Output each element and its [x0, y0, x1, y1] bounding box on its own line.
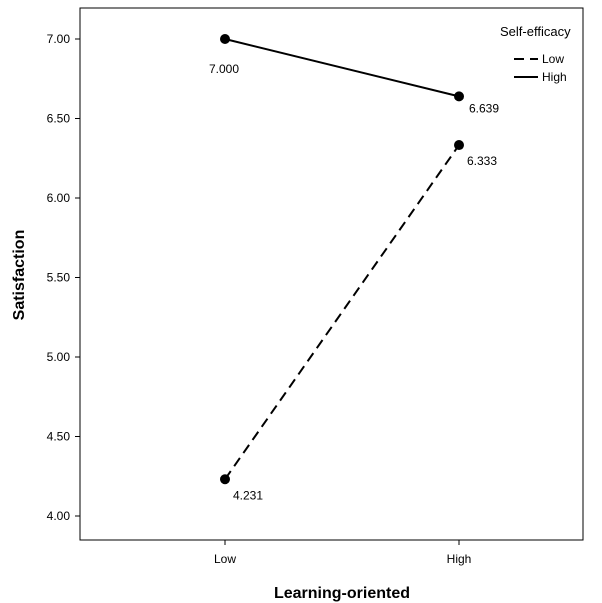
x-axis: Low High	[214, 540, 471, 566]
y-tick-label: 5.00	[47, 350, 71, 364]
data-label-high: 6.639	[469, 101, 499, 115]
y-tick-label: 6.00	[47, 191, 71, 205]
y-tick-label: 5.50	[47, 271, 71, 285]
plot-area	[79, 7, 584, 541]
y-axis: 4.00 4.50 5.00 5.50 6.00 6.50 7.00	[47, 32, 80, 523]
data-point-low	[220, 474, 230, 485]
legend-label-high: High	[542, 70, 567, 84]
y-axis-title: Satisfaction	[11, 230, 28, 321]
x-tick-label: Low	[214, 552, 236, 566]
series-line-high	[224, 38, 460, 98]
data-point-high	[220, 34, 230, 44]
y-tick-label: 7.00	[47, 32, 71, 46]
legend-title: Self-efficacy	[500, 24, 571, 39]
y-tick-label: 6.50	[47, 112, 71, 126]
x-tick-label: High	[447, 552, 472, 566]
data-label-low: 4.231	[233, 488, 263, 502]
y-tick-label: 4.00	[47, 509, 71, 523]
data-label-high: 7.000	[209, 62, 239, 76]
legend: Self-efficacy Low High	[500, 24, 571, 84]
data-label-low: 6.333	[467, 154, 497, 168]
series-line-low	[224, 144, 460, 480]
data-point-low	[454, 140, 464, 151]
y-tick-label: 4.50	[47, 430, 71, 444]
legend-label-low: Low	[542, 52, 564, 66]
data-point-high	[454, 91, 464, 102]
series-layer: 4.231 6.333 7.000 6.639	[209, 34, 499, 502]
x-axis-title: Learning-oriented	[274, 585, 410, 602]
